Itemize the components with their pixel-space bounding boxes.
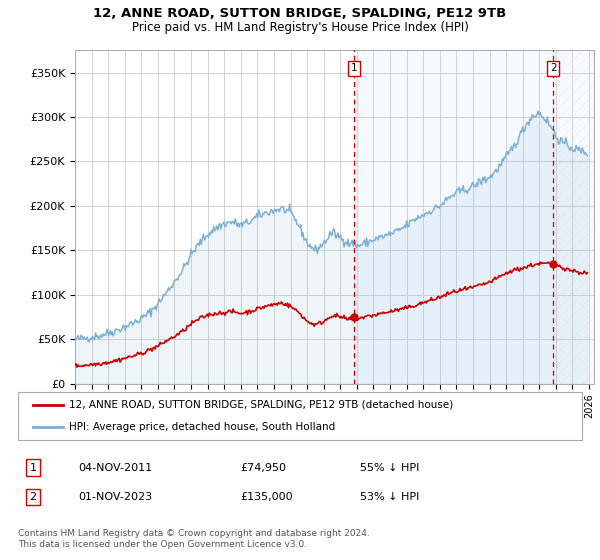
Text: 1: 1 [29,463,37,473]
Text: 01-NOV-2023: 01-NOV-2023 [78,492,152,502]
Text: £74,950: £74,950 [240,463,286,473]
Text: 12, ANNE ROAD, SUTTON BRIDGE, SPALDING, PE12 9TB (detached house): 12, ANNE ROAD, SUTTON BRIDGE, SPALDING, … [69,400,453,410]
Text: Price paid vs. HM Land Registry's House Price Index (HPI): Price paid vs. HM Land Registry's House … [131,21,469,34]
Text: HPI: Average price, detached house, South Holland: HPI: Average price, detached house, Sout… [69,422,335,432]
Text: Contains HM Land Registry data © Crown copyright and database right 2024.
This d: Contains HM Land Registry data © Crown c… [18,529,370,549]
Text: 04-NOV-2011: 04-NOV-2011 [78,463,152,473]
Bar [553,50,594,384]
Text: £135,000: £135,000 [240,492,293,502]
Text: 12, ANNE ROAD, SUTTON BRIDGE, SPALDING, PE12 9TB: 12, ANNE ROAD, SUTTON BRIDGE, SPALDING, … [94,7,506,20]
Text: 55% ↓ HPI: 55% ↓ HPI [360,463,419,473]
Text: 53% ↓ HPI: 53% ↓ HPI [360,492,419,502]
Bar [354,50,553,384]
Text: 1: 1 [351,63,358,73]
Text: 2: 2 [550,63,557,73]
Text: 2: 2 [29,492,37,502]
